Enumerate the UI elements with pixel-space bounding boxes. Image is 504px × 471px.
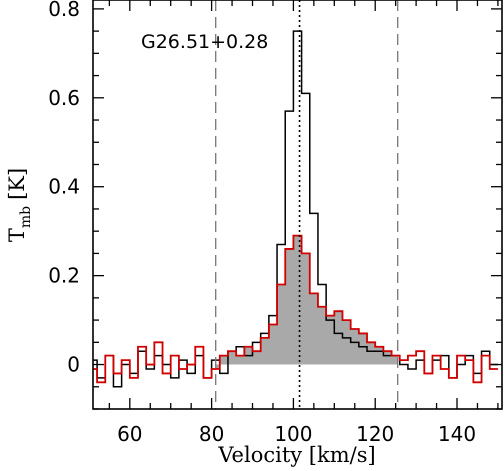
tick-labels: 60 80 100 120 140 0 0.2 0.4 0.6 0.8: [48, 0, 476, 446]
y-tick-label: 0.4: [48, 175, 80, 199]
x-tick-label: 60: [117, 422, 142, 446]
x-tick-label: 120: [356, 422, 394, 446]
y-axis-label-sub: mb: [18, 206, 34, 228]
integrated-area: [215, 235, 398, 369]
x-tick-label: 140: [438, 422, 476, 446]
y-tick-label: 0.6: [48, 86, 80, 110]
series-line-red: [93, 234, 498, 384]
x-tick-label: 100: [274, 422, 312, 446]
reference-lines: [215, 0, 399, 409]
x-axis-label: Velocity [km/s]: [217, 443, 375, 467]
y-axis-label: Tmb [K]: [5, 168, 34, 242]
chart-annotation: G26.51+0.28: [141, 31, 268, 53]
y-tick-label: 0.2: [48, 264, 80, 288]
y-tick-label: 0: [67, 353, 80, 377]
y-axis-label-main: T: [5, 228, 29, 242]
y-tick-label: 0.8: [48, 0, 80, 21]
x-tick-label: 80: [199, 422, 224, 446]
series-layer: [93, 30, 498, 388]
shaded-area-layer: [215, 235, 398, 369]
plot-frame: [92, 0, 503, 410]
y-axis-label-unit: [K]: [5, 168, 29, 200]
axis-ticks: [93, 0, 502, 410]
